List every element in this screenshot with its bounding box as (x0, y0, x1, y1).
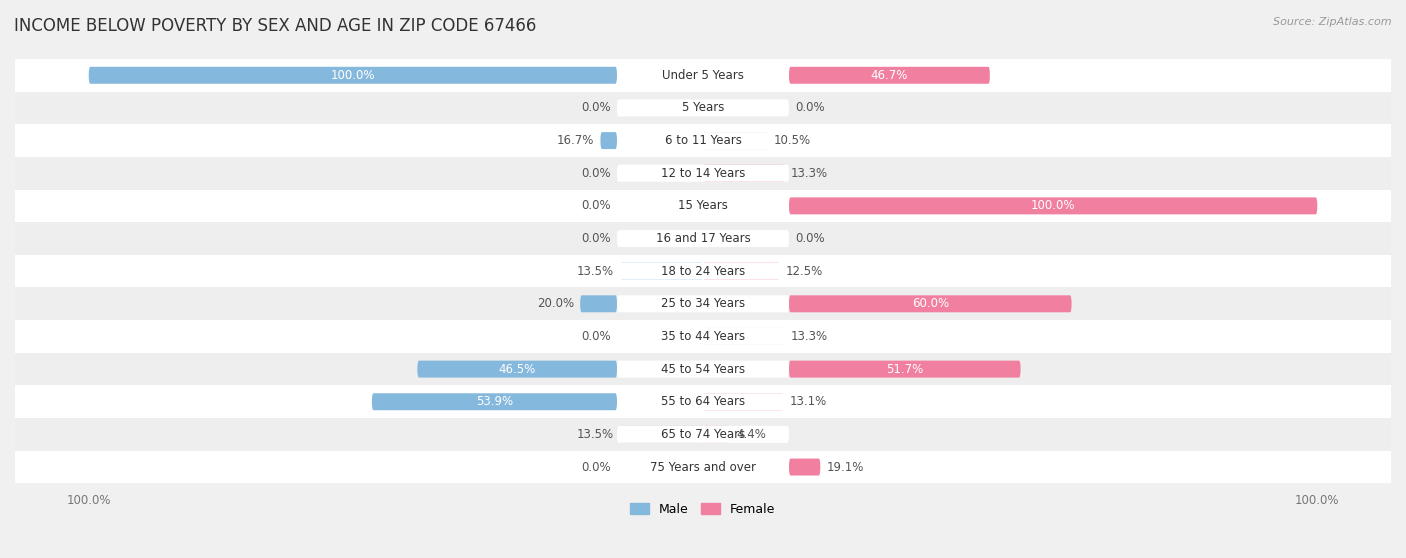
FancyBboxPatch shape (15, 157, 1391, 190)
Text: 13.3%: 13.3% (790, 167, 828, 180)
FancyBboxPatch shape (15, 418, 1391, 451)
Text: 16.7%: 16.7% (557, 134, 595, 147)
FancyBboxPatch shape (617, 328, 789, 345)
Text: 0.0%: 0.0% (796, 232, 825, 245)
FancyBboxPatch shape (15, 451, 1391, 483)
Text: 0.0%: 0.0% (581, 167, 610, 180)
Text: 46.5%: 46.5% (499, 363, 536, 376)
Text: Source: ZipAtlas.com: Source: ZipAtlas.com (1274, 17, 1392, 27)
FancyBboxPatch shape (703, 426, 730, 443)
Text: 15 Years: 15 Years (678, 199, 728, 213)
FancyBboxPatch shape (617, 132, 789, 149)
FancyBboxPatch shape (15, 59, 1391, 92)
FancyBboxPatch shape (15, 190, 1391, 222)
Text: 100.0%: 100.0% (330, 69, 375, 82)
FancyBboxPatch shape (703, 393, 783, 410)
Text: 5 Years: 5 Years (682, 102, 724, 114)
Text: 13.5%: 13.5% (576, 428, 614, 441)
Text: INCOME BELOW POVERTY BY SEX AND AGE IN ZIP CODE 67466: INCOME BELOW POVERTY BY SEX AND AGE IN Z… (14, 17, 537, 35)
Text: 10.5%: 10.5% (773, 134, 811, 147)
Text: Under 5 Years: Under 5 Years (662, 69, 744, 82)
Text: 0.0%: 0.0% (581, 199, 610, 213)
FancyBboxPatch shape (581, 295, 617, 312)
Text: 6 to 11 Years: 6 to 11 Years (665, 134, 741, 147)
FancyBboxPatch shape (789, 295, 1071, 312)
Text: 75 Years and over: 75 Years and over (650, 460, 756, 474)
Text: 65 to 74 Years: 65 to 74 Years (661, 428, 745, 441)
Text: 60.0%: 60.0% (911, 297, 949, 310)
FancyBboxPatch shape (789, 67, 990, 84)
Text: 0.0%: 0.0% (581, 102, 610, 114)
Text: 12.5%: 12.5% (786, 264, 823, 278)
Text: 25 to 34 Years: 25 to 34 Years (661, 297, 745, 310)
FancyBboxPatch shape (15, 255, 1391, 287)
FancyBboxPatch shape (617, 393, 789, 410)
FancyBboxPatch shape (418, 360, 617, 378)
FancyBboxPatch shape (617, 67, 789, 84)
FancyBboxPatch shape (617, 459, 789, 475)
FancyBboxPatch shape (703, 165, 785, 182)
Text: 35 to 44 Years: 35 to 44 Years (661, 330, 745, 343)
FancyBboxPatch shape (789, 198, 1317, 214)
FancyBboxPatch shape (15, 124, 1391, 157)
FancyBboxPatch shape (15, 222, 1391, 255)
FancyBboxPatch shape (617, 295, 789, 312)
FancyBboxPatch shape (617, 99, 789, 117)
FancyBboxPatch shape (15, 353, 1391, 386)
Text: 20.0%: 20.0% (537, 297, 574, 310)
FancyBboxPatch shape (703, 263, 780, 280)
FancyBboxPatch shape (703, 132, 768, 149)
FancyBboxPatch shape (703, 328, 785, 345)
FancyBboxPatch shape (617, 360, 789, 378)
FancyBboxPatch shape (15, 386, 1391, 418)
Text: 13.5%: 13.5% (576, 264, 614, 278)
Text: 100.0%: 100.0% (1031, 199, 1076, 213)
FancyBboxPatch shape (89, 67, 617, 84)
FancyBboxPatch shape (789, 360, 1021, 378)
Text: 0.0%: 0.0% (581, 330, 610, 343)
Text: 46.7%: 46.7% (870, 69, 908, 82)
Text: 0.0%: 0.0% (581, 460, 610, 474)
Text: 16 and 17 Years: 16 and 17 Years (655, 232, 751, 245)
FancyBboxPatch shape (620, 426, 703, 443)
FancyBboxPatch shape (617, 426, 789, 443)
FancyBboxPatch shape (617, 263, 789, 280)
Text: 4.4%: 4.4% (737, 428, 766, 441)
FancyBboxPatch shape (600, 132, 617, 149)
Text: 45 to 54 Years: 45 to 54 Years (661, 363, 745, 376)
FancyBboxPatch shape (15, 320, 1391, 353)
FancyBboxPatch shape (617, 198, 789, 214)
FancyBboxPatch shape (15, 92, 1391, 124)
FancyBboxPatch shape (789, 459, 820, 475)
Text: 13.3%: 13.3% (790, 330, 828, 343)
Text: 13.1%: 13.1% (790, 395, 827, 408)
FancyBboxPatch shape (373, 393, 617, 410)
Text: 0.0%: 0.0% (796, 102, 825, 114)
Text: 51.7%: 51.7% (886, 363, 924, 376)
FancyBboxPatch shape (617, 230, 789, 247)
Text: 18 to 24 Years: 18 to 24 Years (661, 264, 745, 278)
Text: 53.9%: 53.9% (475, 395, 513, 408)
Text: 19.1%: 19.1% (827, 460, 863, 474)
Text: 55 to 64 Years: 55 to 64 Years (661, 395, 745, 408)
FancyBboxPatch shape (617, 165, 789, 182)
FancyBboxPatch shape (620, 263, 703, 280)
Text: 0.0%: 0.0% (581, 232, 610, 245)
Text: 12 to 14 Years: 12 to 14 Years (661, 167, 745, 180)
Legend: Male, Female: Male, Female (626, 498, 780, 521)
FancyBboxPatch shape (15, 287, 1391, 320)
